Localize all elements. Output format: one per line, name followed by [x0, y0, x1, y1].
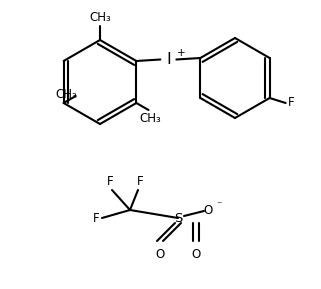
Text: O: O — [155, 248, 165, 261]
Text: I: I — [166, 52, 171, 67]
Text: F: F — [137, 175, 143, 188]
Text: F: F — [92, 212, 99, 225]
Text: +: + — [178, 47, 186, 58]
Text: O: O — [191, 248, 201, 261]
Text: O: O — [204, 203, 213, 216]
Text: CH₃: CH₃ — [139, 112, 161, 125]
Text: F: F — [288, 97, 294, 110]
Text: CH₃: CH₃ — [89, 11, 111, 24]
Text: S: S — [174, 212, 182, 225]
Text: ⁻: ⁻ — [216, 200, 221, 210]
Text: CH₃: CH₃ — [56, 88, 77, 101]
Text: F: F — [107, 175, 113, 188]
